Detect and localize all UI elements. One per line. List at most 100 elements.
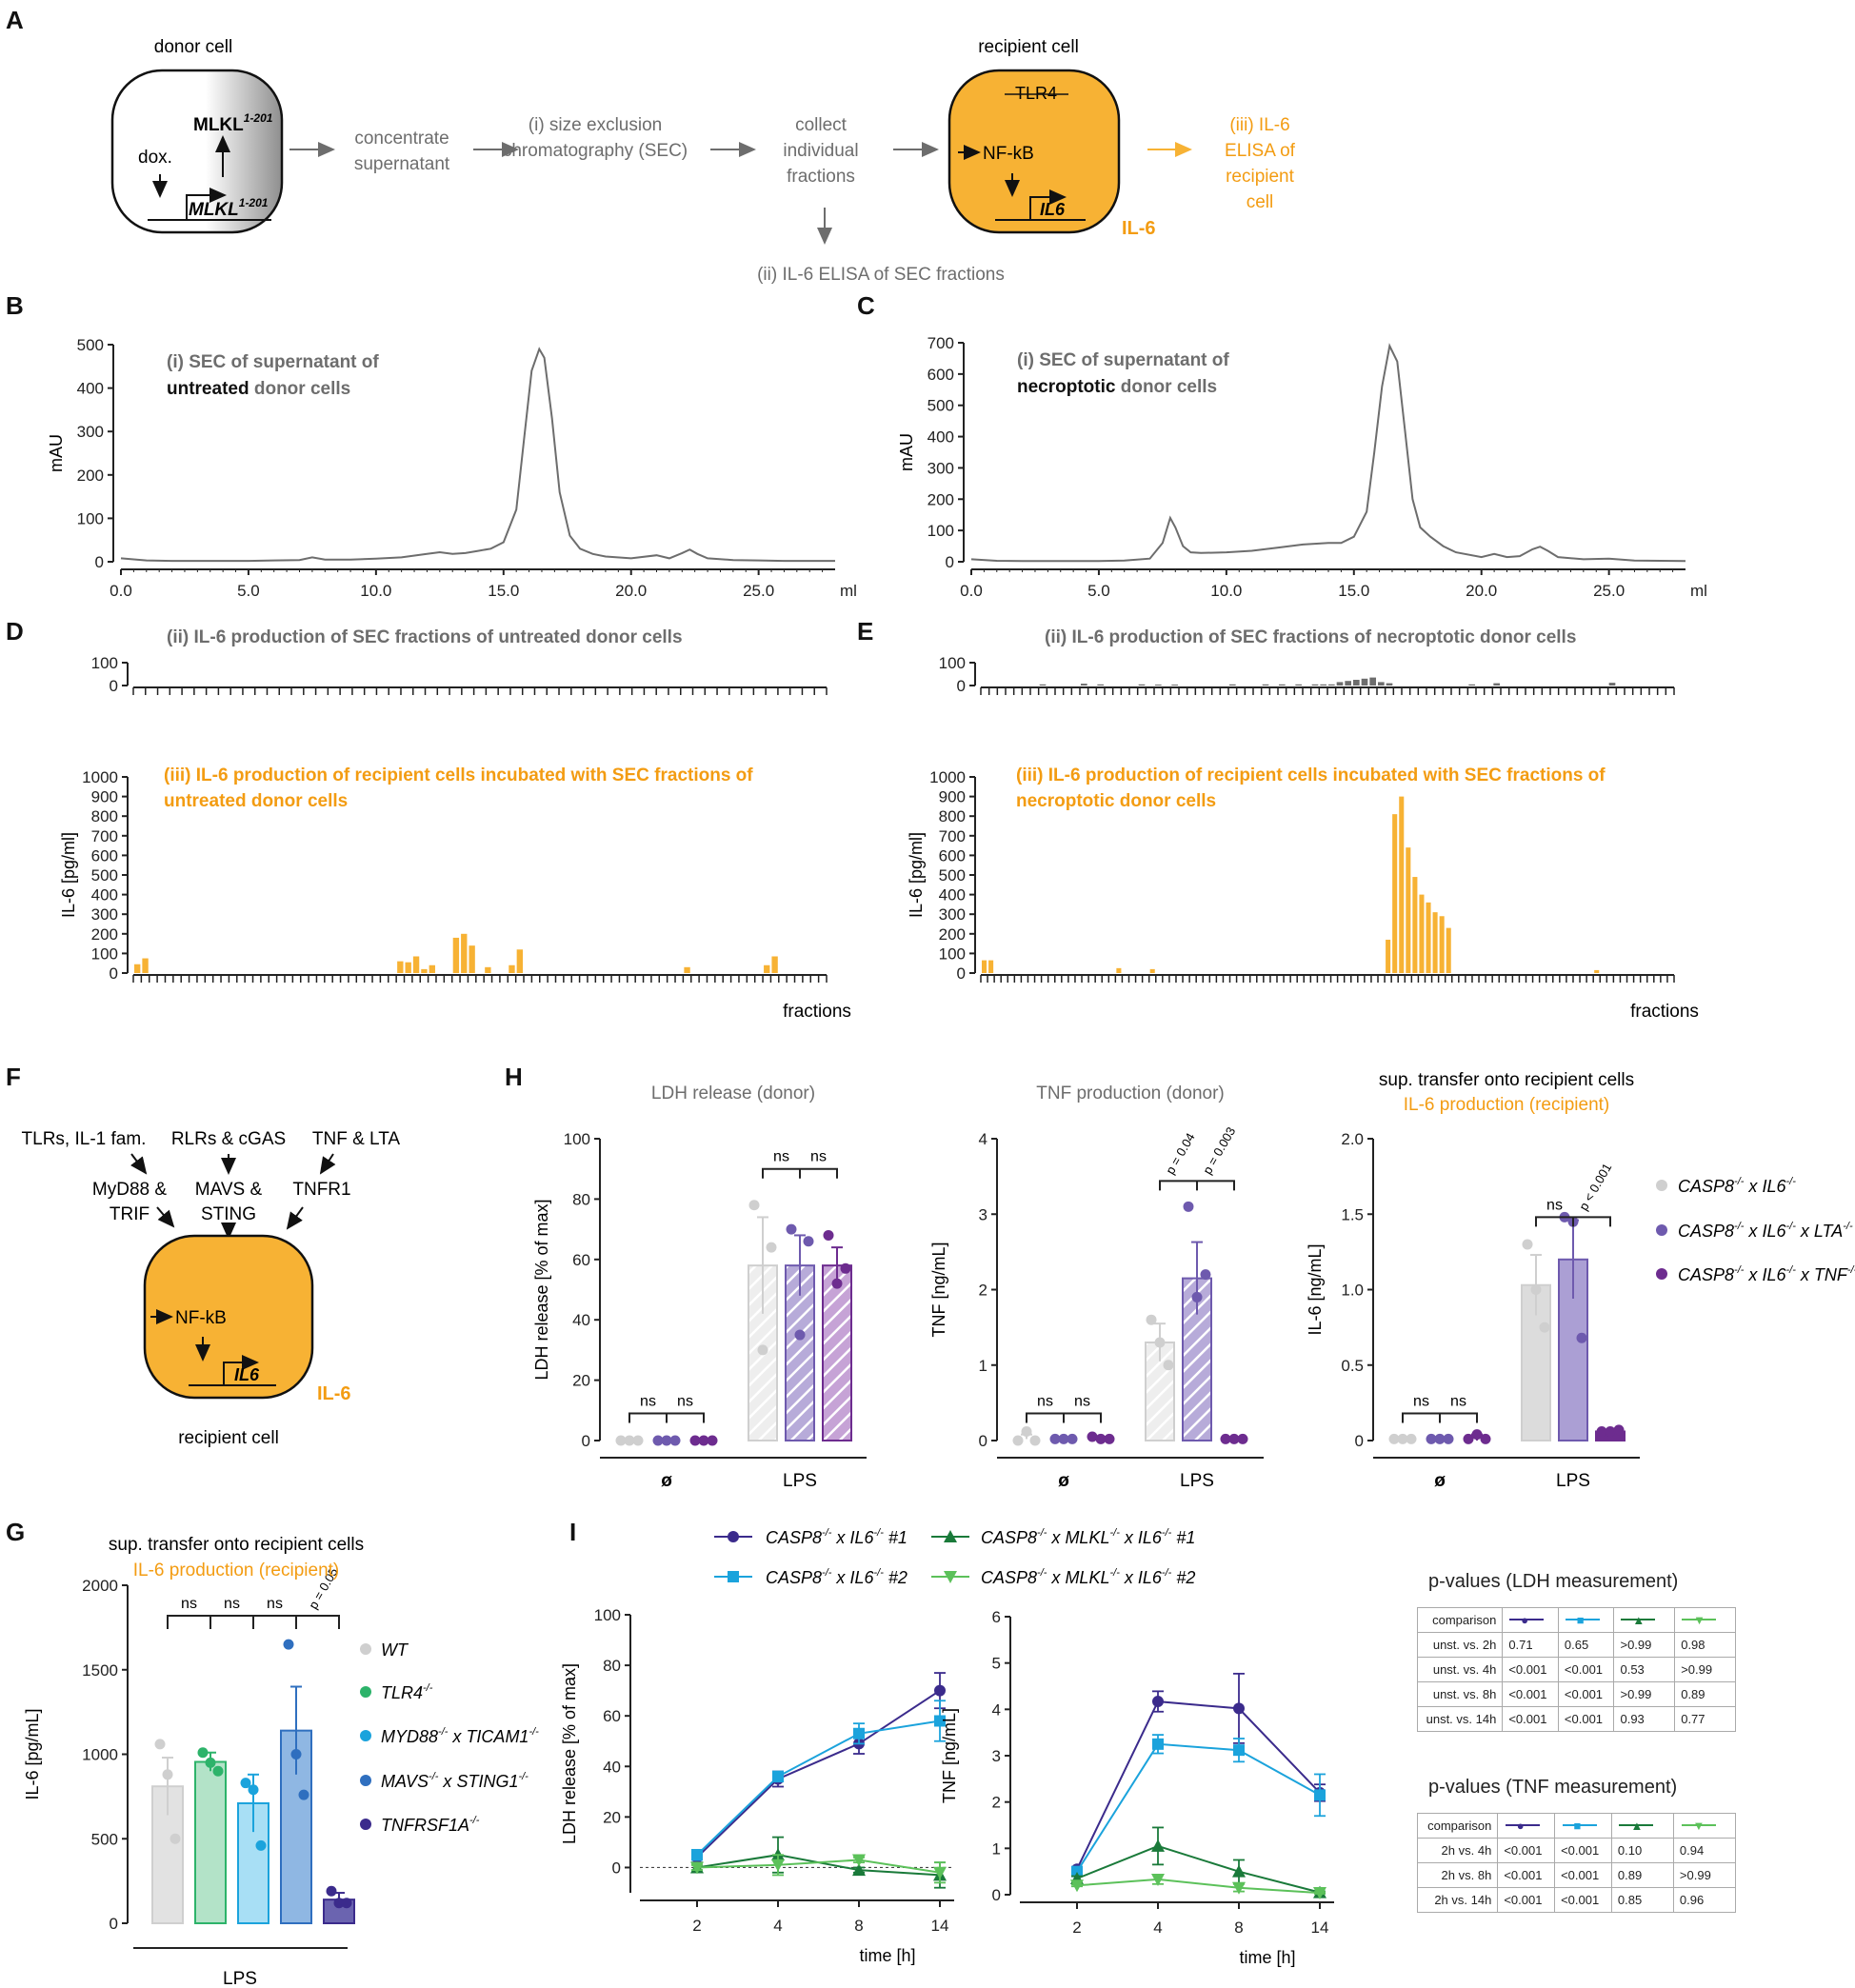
data-point xyxy=(1012,1435,1024,1446)
y-tick-label: 20 xyxy=(603,1808,621,1826)
fraction-bar xyxy=(452,937,460,973)
y-tick-label: 0 xyxy=(1355,1432,1364,1450)
group-label: ø xyxy=(661,1471,672,1491)
fraction-bar xyxy=(134,964,141,973)
panel-label-E: E xyxy=(857,617,873,646)
pvalue-header-series-1-icon: ● xyxy=(1497,1813,1556,1839)
y-tick-label: 0 xyxy=(110,677,118,695)
pvalue-row: 2h vs. 8h <0.001 <0.001 0.89 >0.99 xyxy=(1416,1862,1737,1888)
fraction-bar xyxy=(1412,877,1418,973)
pvalue-cell: 0.77 xyxy=(1674,1706,1736,1732)
y-tick-label: 0 xyxy=(612,1859,621,1877)
pvalue-comparison: unst. vs. 4h xyxy=(1416,1657,1504,1682)
fraction-bar xyxy=(1149,968,1155,973)
y-tick-label: 1000 xyxy=(82,1746,118,1764)
fraction-bar xyxy=(1229,684,1236,686)
fraction-bar xyxy=(1138,684,1146,686)
significance-bracket xyxy=(1026,1412,1102,1423)
fraction-bar xyxy=(1336,682,1344,686)
data-point xyxy=(1021,1425,1032,1437)
y-tick-label: 0 xyxy=(95,553,104,571)
series-line xyxy=(696,1854,941,1877)
fraction-bar xyxy=(485,966,491,973)
legend-i-marker-3 xyxy=(944,1530,957,1542)
legend-g-label-mavs: MAVS-/- x STING1-/- xyxy=(381,1771,529,1791)
legend-h-marker-2 xyxy=(1656,1224,1667,1236)
sec-trace xyxy=(120,347,835,563)
pvalue-row: 2h vs. 4h <0.001 <0.001 0.10 0.94 xyxy=(1416,1838,1737,1863)
pvalue-cell: <0.001 xyxy=(1557,1657,1615,1682)
data-point xyxy=(170,1833,181,1844)
chart-title: (iii) IL-6 production of recipient cells… xyxy=(1016,765,1606,785)
y-tick-label: 1500 xyxy=(82,1661,118,1680)
data-point xyxy=(1576,1332,1587,1343)
data-point xyxy=(1522,1239,1533,1250)
y-tick-label: 1.5 xyxy=(1341,1205,1364,1223)
x-tick-label: 0.0 xyxy=(960,582,983,600)
legend-g-marker-tlr4 xyxy=(360,1686,371,1698)
data-point xyxy=(1029,1435,1041,1446)
x-tick-label: 8 xyxy=(854,1917,863,1935)
group-label: LPS xyxy=(1556,1471,1590,1491)
significance-label: p = 0.003 xyxy=(1200,1124,1238,1177)
y-axis-label: TNF [ng/mL] xyxy=(940,1708,959,1803)
y-tick-label: 4 xyxy=(992,1700,1001,1719)
chart-d-top-elisa-sec: 0 100 (ii) IL-6 production of SEC fraction… xyxy=(91,627,828,695)
legend-g-marker-wt xyxy=(360,1643,371,1655)
sec-trace xyxy=(970,343,1686,563)
mlkl-gene-promoter xyxy=(148,195,271,221)
data-point xyxy=(698,1435,709,1446)
chart-title: (ii) IL-6 production of SEC fractions of… xyxy=(1045,627,1576,647)
pvalue-cell: 0.71 xyxy=(1502,1632,1559,1658)
series-line xyxy=(696,1689,941,1859)
pvalue-row: unst. vs. 14h <0.001 <0.001 0.93 0.77 xyxy=(1416,1706,1736,1732)
panel-label-F: F xyxy=(6,1063,21,1091)
y-tick-label: 700 xyxy=(928,334,954,352)
y-tick-label: 100 xyxy=(939,944,966,963)
significance-label: ns xyxy=(677,1393,693,1409)
fraction-bar xyxy=(1399,796,1405,973)
significance-label: ns xyxy=(267,1596,283,1612)
data-point xyxy=(1530,1284,1542,1295)
pvalue-header-series-3-icon: ▲ xyxy=(1613,1607,1676,1633)
fraction-bar xyxy=(1097,684,1104,686)
x-tick-label: 0.0 xyxy=(110,582,132,600)
donor-cell-title: donor cell xyxy=(154,37,232,57)
pvalue-header-series-2-icon: ■ xyxy=(1554,1813,1612,1839)
pvalue-cell: <0.001 xyxy=(1557,1706,1615,1732)
y-tick-label: 0 xyxy=(957,964,966,983)
pvalue-header-series-3-icon: ▲ xyxy=(1610,1813,1674,1839)
data-point xyxy=(615,1435,627,1446)
data-point xyxy=(707,1435,718,1446)
chart-i-ldh: 0 20 40 60 80 100 LDH release [% of max] 2 4 8 14 t… xyxy=(560,1606,954,1965)
y-axis-label: IL-6 [ng/mL] xyxy=(1306,1243,1325,1335)
significance-label: ns xyxy=(640,1393,656,1409)
legend-g-marker-tnfrsf1a xyxy=(360,1819,371,1830)
chart-title: necroptotic donor cells xyxy=(1016,791,1216,811)
legend-i-label-4: CASP8-/- x MLKL-/- x IL6-/- #2 xyxy=(981,1567,1195,1587)
nfkb-label-f: NF-kB xyxy=(175,1308,227,1328)
x-tick-label: 4 xyxy=(1153,1918,1162,1937)
pvalue-comparison: 2h vs. 14h xyxy=(1416,1887,1499,1913)
pvalue-cell: 0.85 xyxy=(1610,1887,1674,1913)
y-tick-label: 500 xyxy=(928,397,954,415)
data-point xyxy=(669,1435,681,1446)
pvalue-cell: >0.99 xyxy=(1613,1632,1676,1658)
bar xyxy=(194,1760,227,1925)
y-tick-label: 400 xyxy=(77,380,104,398)
pvalue-cell: <0.001 xyxy=(1502,1681,1559,1707)
step-elisa-recipient: (iii) IL-6 ELISA of recipient cell xyxy=(1225,115,1296,212)
y-tick-label: 0 xyxy=(582,1432,590,1450)
legend-g: WT TLR4-/- MYD88-/- x TICAM1-/- MAVS-/- … xyxy=(360,1640,539,1835)
pvalue-header-series-2-icon: ■ xyxy=(1557,1607,1615,1633)
significance-label: p < 0.001 xyxy=(1576,1161,1614,1213)
mlkl-protein-label: MLKL1-201 xyxy=(193,111,273,135)
pvalues-ldh-table: comparison ● ■ ▲ ▼ unst. vs. 2h 0.71 0.65 >0.99 0… xyxy=(1416,1607,1736,1732)
pvalue-cell: 0.93 xyxy=(1613,1706,1676,1732)
y-tick-label: 300 xyxy=(939,905,966,924)
y-tick-label: 80 xyxy=(603,1657,621,1675)
fraction-bar xyxy=(1426,902,1431,973)
pvalues-tnf-title: p-values (TNF measurement) xyxy=(1428,1777,1678,1798)
y-tick-label: 2000 xyxy=(82,1577,118,1595)
